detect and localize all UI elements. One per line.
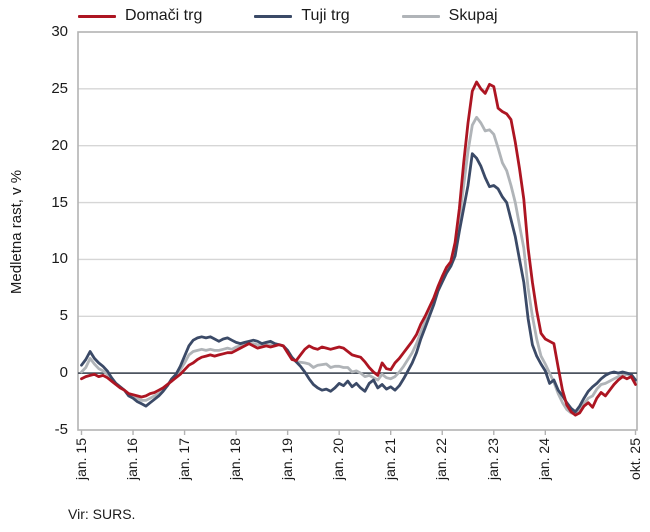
y-tick-label: 15 bbox=[51, 193, 68, 211]
legend-line-swatch-domaci-trg bbox=[78, 14, 116, 18]
y-tick-label: 25 bbox=[51, 79, 68, 97]
legend: Domači trg Tuji trg Skupaj bbox=[78, 5, 498, 27]
x-tick-label: jan. 22 bbox=[433, 438, 450, 481]
legend-label-domaci-trg: Domači trg bbox=[125, 7, 203, 24]
series-line-1 bbox=[80, 152, 637, 414]
source-note: Vir: SURS. bbox=[68, 506, 136, 522]
x-tick-label: jan. 24 bbox=[536, 438, 553, 481]
legend-item-skupaj: Skupaj bbox=[401, 5, 498, 27]
x-tick-label: jan. 19 bbox=[278, 438, 295, 481]
x-tick-label: jan. 20 bbox=[330, 438, 347, 481]
y-tick-label: 5 bbox=[59, 307, 68, 325]
legend-line-swatch-skupaj bbox=[401, 14, 440, 18]
x-tick-label: jan. 21 bbox=[381, 438, 398, 481]
y-tick-label: -5 bbox=[54, 421, 68, 438]
y-tick-label: 20 bbox=[51, 136, 68, 154]
y-axis-title: Medletna rast, v % bbox=[8, 169, 25, 295]
legend-label-skupaj: Skupaj bbox=[448, 7, 498, 24]
y-tick-label: 30 bbox=[51, 23, 68, 40]
y-tick-label: 0 bbox=[59, 364, 68, 382]
legend-label-tuji-trg: Tuji trg bbox=[301, 7, 350, 24]
x-tick-label: jan. 23 bbox=[484, 438, 501, 481]
plot-border bbox=[77, 31, 638, 431]
legend-item-domaci-trg: Domači trg bbox=[78, 5, 202, 27]
y-tick-label: 10 bbox=[51, 250, 68, 268]
x-tick-label: jan. 16 bbox=[124, 438, 141, 481]
x-tick-label: jan. 15 bbox=[72, 438, 89, 481]
series-line-0 bbox=[80, 80, 637, 417]
legend-line-swatch-tuji-trg bbox=[254, 14, 293, 18]
x-tick-label: jan. 17 bbox=[175, 438, 192, 481]
x-tick-label: jan. 18 bbox=[227, 438, 244, 481]
legend-item-tuji-trg: Tuji trg bbox=[254, 5, 350, 27]
series-line-2 bbox=[80, 115, 637, 416]
x-tick-label: okt. 25 bbox=[626, 438, 643, 481]
